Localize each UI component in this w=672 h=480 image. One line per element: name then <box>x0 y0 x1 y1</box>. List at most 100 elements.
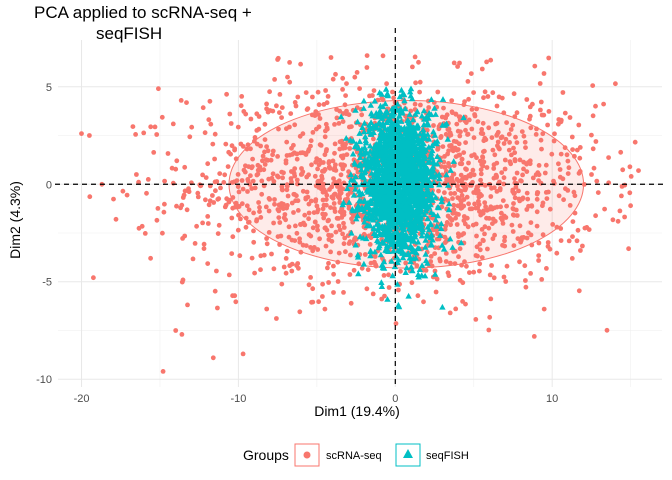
point-scRNA-seq-1522 <box>230 234 236 240</box>
point-scRNA-seq-904 <box>529 242 535 248</box>
point-scRNA-seq-613 <box>291 210 296 215</box>
point-seqFISH-337 <box>422 244 429 250</box>
point-scRNA-seq-1325 <box>457 114 463 120</box>
point-seqFISH-1749 <box>413 209 420 216</box>
point-scRNA-seq-1653 <box>564 152 570 158</box>
point-scRNA-seq-872 <box>477 209 482 214</box>
point-seqFISH-1521 <box>413 249 420 256</box>
point-scRNA-seq-1742 <box>572 210 578 216</box>
point-scRNA-seq-589 <box>513 184 519 190</box>
point-scRNA-seq-1192 <box>476 194 482 200</box>
point-scRNA-seq-227 <box>466 160 471 166</box>
point-scRNA-seq-221 <box>312 173 318 179</box>
point-scRNA-seq-682 <box>577 155 583 161</box>
point-scRNA-seq-1403 <box>398 268 403 274</box>
point-seqFISH-1525 <box>418 232 426 239</box>
point-scRNA-seq-1663 <box>320 281 325 287</box>
point-seqFISH-896 <box>429 154 436 161</box>
point-seqFISH-1258 <box>390 120 398 127</box>
point-scRNA-seq-1706 <box>456 196 462 201</box>
point-scRNA-seq-599 <box>475 119 481 124</box>
point-scRNA-seq-1747 <box>254 141 260 147</box>
point-seqFISH-1560 <box>380 123 387 129</box>
point-scRNA-seq-1655 <box>298 61 303 67</box>
point-scRNA-seq-1467 <box>340 231 345 237</box>
point-seqFISH-714 <box>432 111 439 117</box>
point-scRNA-seq-1696 <box>459 203 465 209</box>
point-scRNA-seq-250 <box>455 64 460 69</box>
point-scRNA-seq-1455 <box>338 162 344 168</box>
point-scRNA-seq-240 <box>484 59 489 65</box>
point-scRNA-seq-1604 <box>540 203 545 209</box>
point-scRNA-seq-758 <box>586 227 592 233</box>
point-seqFISH-1270 <box>415 213 422 220</box>
point-scRNA-seq-1239 <box>317 236 322 242</box>
point-seqFISH-320 <box>438 225 445 232</box>
point-scRNA-seq-1115 <box>331 290 336 295</box>
point-scRNA-seq-1377 <box>410 64 415 70</box>
point-seqFISH-1562 <box>414 156 421 163</box>
point-scRNA-seq-514 <box>284 139 290 145</box>
point-scRNA-seq-1789 <box>556 161 561 167</box>
point-scRNA-seq-885 <box>511 201 516 206</box>
point-scRNA-seq-1573 <box>546 55 552 61</box>
point-seqFISH-1459 <box>407 220 414 227</box>
point-scRNA-seq-10 <box>210 355 216 361</box>
point-seqFISH-1526 <box>415 273 422 280</box>
point-seqFISH-1661 <box>393 201 400 207</box>
point-seqFISH-1752 <box>377 195 384 202</box>
point-seqFISH-1545 <box>378 148 385 154</box>
point-seqFISH-1778 <box>416 174 423 181</box>
point-scRNA-seq-819 <box>266 196 272 201</box>
point-scRNA-seq-339 <box>472 201 477 207</box>
point-scRNA-seq-1524 <box>443 223 449 229</box>
point-seqFISH-651 <box>352 185 359 192</box>
point-seqFISH-771 <box>433 223 440 229</box>
point-scRNA-seq-1106 <box>232 146 238 152</box>
point-scRNA-seq-1525 <box>190 256 196 262</box>
point-seqFISH-1499 <box>346 181 353 187</box>
point-seqFISH-1686 <box>406 142 414 149</box>
point-scRNA-seq-1235 <box>227 197 233 203</box>
point-seqFISH-1114 <box>450 158 457 164</box>
point-scRNA-seq-511 <box>284 187 290 193</box>
point-scRNA-seq-1230 <box>251 239 257 245</box>
point-scRNA-seq-1440 <box>464 167 469 172</box>
point-seqFISH-1688 <box>419 228 426 235</box>
point-scRNA-seq-1651 <box>227 111 233 117</box>
point-seqFISH-1453 <box>372 148 379 155</box>
point-scRNA-seq-1600 <box>359 112 365 118</box>
point-scRNA-seq-1350 <box>622 182 628 188</box>
point-seqFISH-1531 <box>367 252 374 259</box>
point-scRNA-seq-1297 <box>538 180 544 186</box>
point-scRNA-seq-852 <box>517 198 523 204</box>
point-seqFISH-483 <box>414 108 421 115</box>
point-scRNA-seq-4 <box>134 172 139 177</box>
point-seqFISH-403 <box>401 91 408 98</box>
x-tick-label-1: -10 <box>230 393 246 405</box>
point-seqFISH-204 <box>438 198 445 205</box>
point-scRNA-seq-628 <box>508 127 514 132</box>
point-scRNA-seq-132 <box>440 144 446 150</box>
point-scRNA-seq-1793 <box>454 121 460 127</box>
point-scRNA-seq-12 <box>264 306 270 312</box>
point-seqFISH-1054 <box>364 222 372 228</box>
point-scRNA-seq-1203 <box>489 263 494 268</box>
point-seqFISH-575 <box>394 259 401 266</box>
point-scRNA-seq-1726 <box>324 192 330 198</box>
point-scRNA-seq-934 <box>159 114 165 120</box>
point-scRNA-seq-915 <box>230 195 236 200</box>
point-seqFISH-1192 <box>415 160 422 166</box>
point-scRNA-seq-701 <box>531 334 537 339</box>
point-scRNA-seq-1605 <box>284 182 290 188</box>
point-scRNA-seq-1388 <box>235 124 241 130</box>
point-scRNA-seq-1612 <box>319 160 324 166</box>
point-scRNA-seq-624 <box>251 210 256 216</box>
point-seqFISH-1668 <box>411 233 419 239</box>
point-scRNA-seq-1471 <box>254 172 260 178</box>
point-scRNA-seq-1692 <box>610 217 616 223</box>
point-scRNA-seq-1175 <box>490 216 496 222</box>
point-seqFISH-890 <box>378 164 386 171</box>
point-seqFISH-1322 <box>362 203 369 210</box>
point-scRNA-seq-1023 <box>522 139 528 145</box>
